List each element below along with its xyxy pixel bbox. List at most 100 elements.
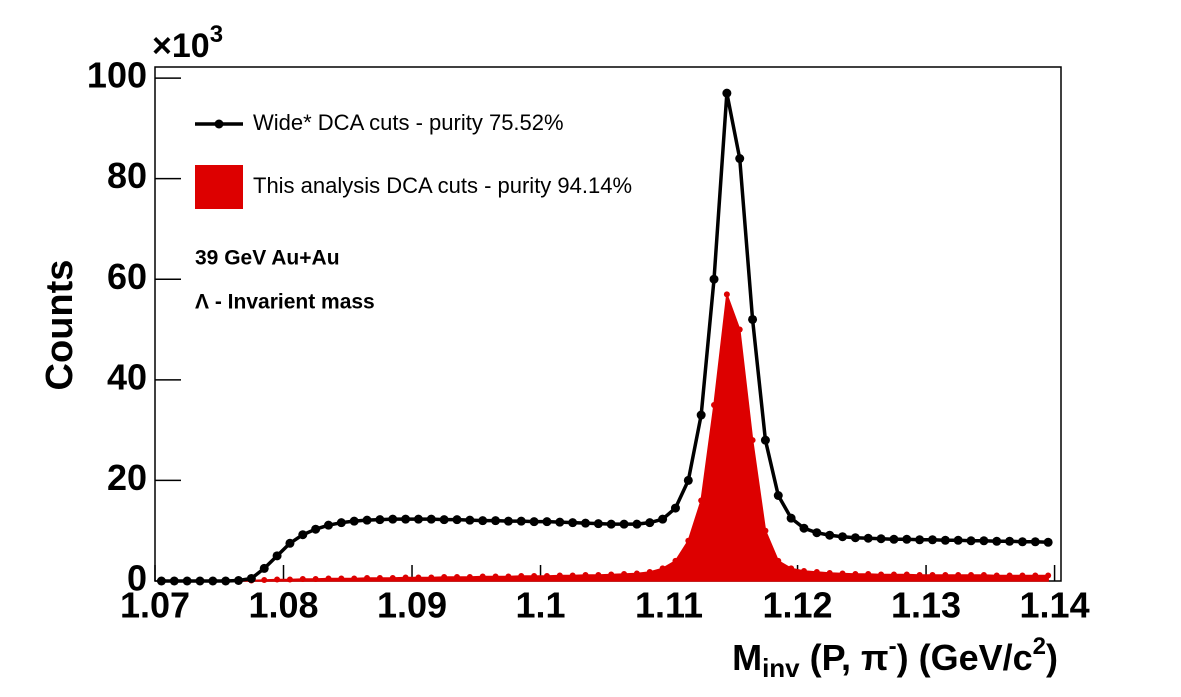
point xyxy=(569,572,576,579)
point xyxy=(865,570,872,577)
x-tick-label: 1.08 xyxy=(248,585,318,626)
point xyxy=(621,570,628,577)
point xyxy=(698,497,705,504)
x-axis-label: Minv (P, π-) (GeV/c2) xyxy=(732,633,1058,683)
point xyxy=(259,563,269,573)
point xyxy=(812,528,822,538)
point xyxy=(1030,537,1040,547)
point xyxy=(312,575,319,582)
point xyxy=(1045,572,1052,579)
point xyxy=(518,572,525,579)
point xyxy=(736,326,743,333)
point xyxy=(465,515,475,525)
point xyxy=(441,573,448,580)
point xyxy=(658,514,668,524)
point xyxy=(286,576,293,583)
point xyxy=(195,576,205,586)
point xyxy=(838,532,848,542)
axis-multiplier: ×103 xyxy=(152,21,223,65)
point xyxy=(659,565,666,572)
point xyxy=(529,517,539,527)
point xyxy=(696,410,706,420)
point xyxy=(723,291,730,298)
point xyxy=(709,274,719,284)
point xyxy=(338,575,345,582)
point xyxy=(568,518,578,528)
point xyxy=(362,515,372,525)
point xyxy=(993,572,1000,579)
point xyxy=(863,533,873,543)
point xyxy=(323,520,333,530)
point xyxy=(479,573,486,580)
point xyxy=(927,535,937,545)
point xyxy=(389,574,396,581)
point xyxy=(491,516,501,526)
point xyxy=(773,491,783,501)
point xyxy=(221,576,231,586)
point xyxy=(979,536,989,546)
point xyxy=(955,571,962,578)
point xyxy=(940,535,950,545)
point xyxy=(735,154,745,164)
point xyxy=(274,576,281,583)
x-label-part: ) xyxy=(1046,637,1058,678)
point xyxy=(311,524,321,534)
point xyxy=(454,573,460,580)
point xyxy=(426,514,436,524)
y-tick-label: 60 xyxy=(107,256,147,297)
x-tick-label: 1.09 xyxy=(377,585,447,626)
point xyxy=(298,530,308,540)
point xyxy=(1032,572,1039,579)
point xyxy=(762,527,769,534)
point xyxy=(902,534,912,544)
point xyxy=(1043,537,1053,547)
point xyxy=(531,572,538,579)
point xyxy=(261,576,268,583)
legend-label: Wide* DCA cuts - purity 75.52% xyxy=(253,110,564,135)
point xyxy=(582,571,589,578)
point xyxy=(813,568,820,575)
point xyxy=(466,573,473,580)
legend-marker xyxy=(214,119,224,129)
point xyxy=(788,565,795,572)
point xyxy=(606,519,616,529)
point xyxy=(1017,537,1027,547)
x-tick-label: 1.11 xyxy=(635,585,703,626)
point xyxy=(633,570,640,577)
point xyxy=(980,571,987,578)
point xyxy=(272,551,282,561)
point xyxy=(351,575,358,582)
annotation: 39 GeV Au+Au xyxy=(195,247,340,270)
point xyxy=(672,557,679,564)
point xyxy=(1006,572,1013,579)
point xyxy=(182,576,192,586)
multiplier-base: ×10 xyxy=(152,27,210,65)
point xyxy=(492,573,499,580)
point xyxy=(826,569,833,576)
point xyxy=(825,530,835,540)
point xyxy=(850,533,860,543)
point xyxy=(364,574,371,581)
y-tick-label: 40 xyxy=(107,356,147,397)
x-tick-label: 1.13 xyxy=(891,585,961,626)
point xyxy=(516,516,526,526)
x-label-part: M xyxy=(732,637,762,678)
x-label-part: - xyxy=(889,633,897,660)
x-tick-label: 1.07 xyxy=(120,585,190,626)
point xyxy=(889,534,899,544)
x-label-part: ) (GeV/c xyxy=(897,637,1033,678)
x-tick-label: 1.12 xyxy=(763,585,833,626)
x-tick-label: 1.14 xyxy=(1020,585,1090,626)
point xyxy=(375,515,385,525)
point xyxy=(336,518,346,528)
point xyxy=(966,536,976,546)
point xyxy=(953,535,963,545)
point xyxy=(799,523,809,533)
point xyxy=(916,571,923,578)
point xyxy=(992,536,1002,546)
point xyxy=(685,537,692,544)
point xyxy=(942,571,949,578)
point xyxy=(722,88,732,98)
point xyxy=(749,437,756,444)
point xyxy=(670,503,680,513)
